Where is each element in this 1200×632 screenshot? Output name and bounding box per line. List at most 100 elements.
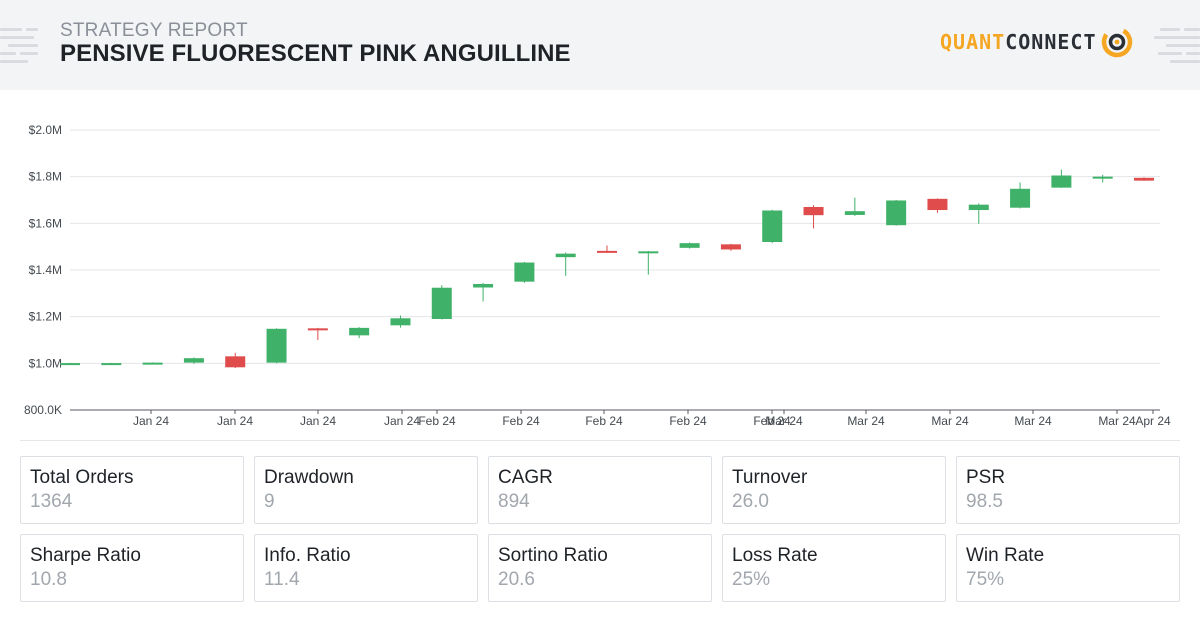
y-tick-label: $1.0M — [29, 356, 62, 370]
stat-label: PSR — [966, 467, 1006, 488]
stat-value: 25% — [732, 569, 771, 590]
candle-body — [225, 356, 246, 368]
stat-card-sortino-ratio: Sortino Ratio 20.6 — [488, 534, 712, 602]
candle — [555, 252, 576, 276]
candle — [1134, 177, 1154, 181]
candle-body — [679, 243, 700, 248]
stat-card-drawdown: Drawdown 9 — [254, 456, 478, 524]
logo-mark-icon — [1101, 26, 1132, 58]
candle — [266, 328, 287, 364]
y-tick-label: $1.6M — [29, 216, 62, 230]
candle — [225, 352, 246, 368]
stat-value: 98.5 — [966, 491, 1003, 512]
candle-body — [1051, 175, 1072, 188]
candle-body — [307, 328, 328, 331]
candle-body — [638, 251, 659, 254]
stat-value: 10.8 — [30, 569, 67, 590]
stat-value: 26.0 — [732, 491, 769, 512]
candle-body — [1134, 177, 1154, 181]
candle-body — [803, 207, 824, 216]
y-tick-label: 800.0K — [24, 403, 62, 417]
x-tick-label: Feb 24 — [669, 414, 707, 428]
stat-value: 11.4 — [264, 569, 300, 590]
stat-label: Sharpe Ratio — [30, 545, 141, 566]
x-tick-label: Apr 24 — [1135, 414, 1171, 428]
candle-body — [844, 211, 865, 215]
candle — [679, 242, 700, 249]
stat-value: 75% — [966, 569, 1005, 590]
x-tick-label: Jan 24 — [384, 414, 420, 428]
candles — [60, 169, 1154, 368]
y-tick-label: $1.2M — [29, 310, 62, 324]
y-axis-tick-labels: $2.0M $1.8M $1.6M $1.4M $1.2M $1.0M 800.0K — [24, 123, 62, 417]
stat-value: 1364 — [30, 491, 73, 512]
candle-body — [927, 198, 948, 211]
logo-connect-text: CONNECT — [1005, 30, 1097, 54]
quantconnect-logo: QUANT CONNECT — [940, 24, 1134, 60]
chart-grid — [70, 129, 1160, 364]
candle-body — [431, 287, 452, 319]
candle-body — [101, 363, 122, 366]
stat-label: Sortino Ratio — [498, 545, 608, 566]
stat-label: Total Orders — [30, 467, 134, 488]
stat-label: Info. Ratio — [264, 545, 351, 566]
stat-label: Loss Rate — [732, 545, 818, 566]
candle — [968, 203, 989, 224]
equity-candlestick-chart: $2.0M $1.8M $1.6M $1.4M $1.2M $1.0M 800.0K Jan… — [24, 123, 1171, 428]
section-divider — [20, 440, 1180, 441]
stat-label: Drawdown — [264, 467, 354, 488]
candle — [473, 282, 494, 302]
candle-body — [349, 327, 370, 336]
stat-value: 9 — [264, 491, 275, 512]
stat-card-loss-rate: Loss Rate 25% — [722, 534, 946, 602]
stat-label: Turnover — [732, 467, 808, 488]
candle-body — [1092, 176, 1113, 179]
x-tick-label: Jan 24 — [217, 414, 253, 428]
stat-card-info-ratio: Info. Ratio 11.4 — [254, 534, 478, 602]
report-header: STRATEGY REPORT PENSIVE FLUORESCENT PINK… — [0, 0, 1200, 90]
stat-card-sharpe-ratio: Sharpe Ratio 10.8 — [20, 534, 244, 602]
stat-card-psr: PSR 98.5 — [956, 456, 1180, 524]
stat-label: CAGR — [498, 467, 553, 488]
x-tick-label: Mar 24 — [765, 414, 803, 428]
stat-card-cagr: CAGR 894 — [488, 456, 712, 524]
candle-body — [266, 328, 287, 363]
candle — [803, 205, 824, 229]
stat-value: 894 — [498, 491, 530, 512]
x-tick-label: Mar 24 — [1098, 414, 1136, 428]
header-decoration-left — [0, 26, 46, 66]
x-tick-label: Jan 24 — [133, 414, 169, 428]
candle — [844, 197, 865, 216]
x-tick-label: Mar 24 — [931, 414, 969, 428]
candle — [762, 209, 783, 244]
candle — [183, 357, 204, 364]
candle-body — [1010, 188, 1031, 208]
x-tick-label: Feb 24 — [418, 414, 456, 428]
candle-body — [968, 204, 989, 211]
candle-body — [514, 262, 535, 282]
x-tick-label: Mar 24 — [1014, 414, 1052, 428]
candle — [431, 285, 452, 320]
candle — [101, 362, 122, 366]
logo-quant-text: QUANT — [940, 30, 1006, 54]
candle — [390, 315, 411, 328]
candle — [1051, 169, 1072, 188]
candle — [886, 200, 907, 226]
x-tick-label: Jan 24 — [300, 414, 336, 428]
x-tick-label: Feb 24 — [753, 414, 791, 428]
report-title: PENSIVE FLUORESCENT PINK ANGUILLINE — [60, 40, 571, 67]
stat-card-total-orders: Total Orders 1364 — [20, 456, 244, 524]
x-tick-label: Mar 24 — [847, 414, 885, 428]
candle-body — [60, 363, 80, 366]
stat-card-turnover: Turnover 26.0 — [722, 456, 946, 524]
y-tick-label: $1.8M — [29, 170, 62, 184]
candle-body — [762, 210, 783, 242]
candle-body — [555, 253, 576, 258]
y-tick-label: $2.0M — [29, 123, 62, 137]
candle-body — [183, 358, 204, 363]
candle — [307, 327, 328, 340]
stat-card-win-rate: Win Rate 75% — [956, 534, 1180, 602]
report-kicker: STRATEGY REPORT — [60, 20, 248, 41]
candle — [514, 261, 535, 283]
